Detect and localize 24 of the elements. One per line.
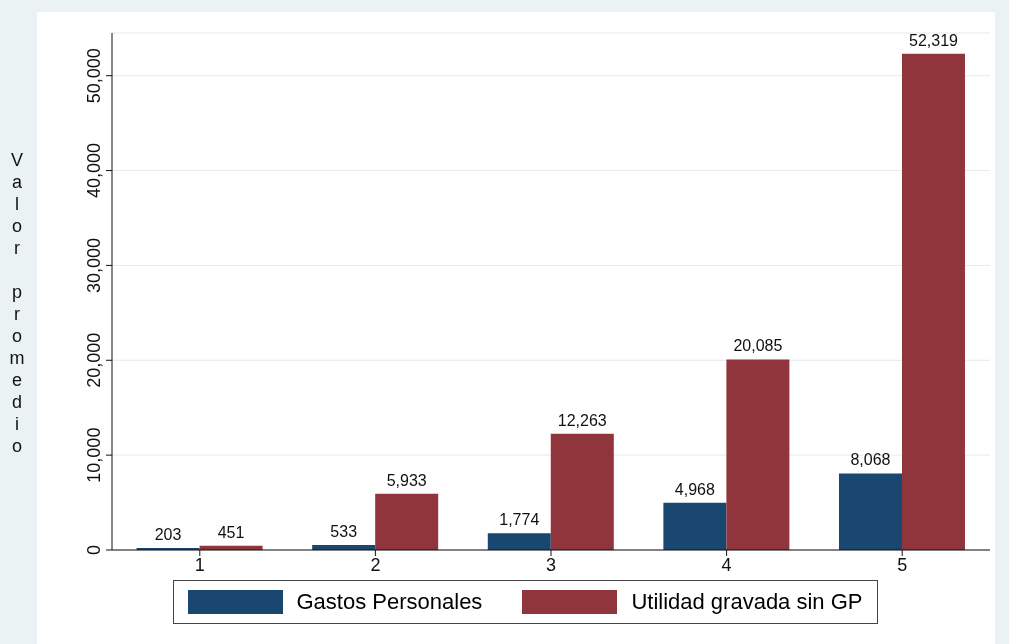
legend-label: Gastos Personales (296, 589, 483, 615)
data-label: 52,319 (909, 31, 959, 49)
data-label: 5,933 (386, 471, 427, 489)
x-tick-label: 1 (194, 554, 205, 575)
data-label: 8,068 (850, 451, 891, 469)
x-tick-label: 5 (897, 554, 908, 575)
y-tick-label: 10,000 (84, 427, 104, 483)
y-tick-label: 20,000 (84, 332, 104, 388)
legend-label: Utilidad gravada sin GP (631, 589, 863, 615)
data-label: 203 (154, 526, 182, 544)
data-label: 12,263 (557, 411, 607, 429)
x-tick-label: 4 (721, 554, 732, 575)
data-label: 20,085 (733, 337, 783, 355)
x-tick-label: 3 (545, 554, 557, 575)
y-tick-label: 0 (84, 544, 104, 556)
data-label: 1,774 (499, 511, 540, 529)
y-axis-title: Valor promedio (6, 150, 27, 460)
data-label: 4,968 (674, 480, 715, 498)
x-tick-label: 2 (370, 554, 381, 575)
y-tick-label: 40,000 (84, 143, 104, 199)
data-label: 451 (217, 523, 245, 541)
data-label: 533 (330, 522, 358, 540)
y-tick-label: 30,000 (84, 237, 104, 293)
y-tick-label: 50,000 (84, 48, 104, 104)
